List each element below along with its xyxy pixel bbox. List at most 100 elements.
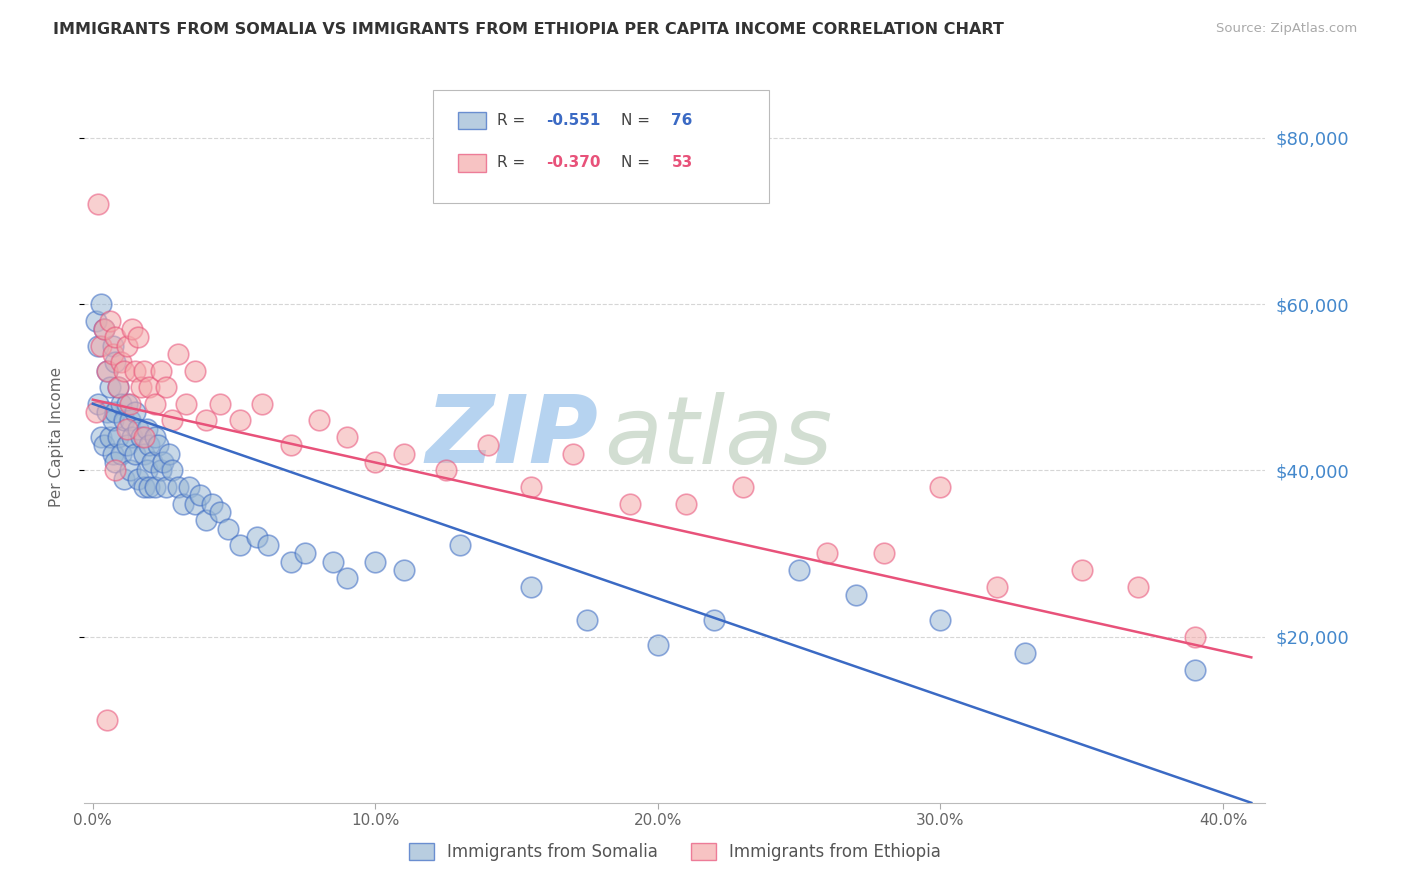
Point bbox=[731, 480, 754, 494]
Point bbox=[308, 413, 330, 427]
Point bbox=[124, 363, 146, 377]
Point bbox=[101, 338, 124, 352]
Point bbox=[104, 355, 127, 369]
Point bbox=[280, 438, 302, 452]
Point bbox=[118, 413, 141, 427]
Point bbox=[107, 430, 129, 444]
Text: IMMIGRANTS FROM SOMALIA VS IMMIGRANTS FROM ETHIOPIA PER CAPITA INCOME CORRELATIO: IMMIGRANTS FROM SOMALIA VS IMMIGRANTS FR… bbox=[53, 22, 1004, 37]
Text: N =: N = bbox=[620, 113, 654, 128]
Point bbox=[1128, 580, 1150, 594]
Point bbox=[449, 538, 471, 552]
Point bbox=[1070, 563, 1092, 577]
Point bbox=[90, 338, 112, 352]
Point bbox=[118, 463, 141, 477]
Point bbox=[152, 455, 174, 469]
Point bbox=[112, 413, 135, 427]
Point bbox=[845, 588, 868, 602]
Point bbox=[143, 430, 166, 444]
Point bbox=[96, 713, 118, 727]
Point bbox=[112, 363, 135, 377]
Text: -0.370: -0.370 bbox=[546, 155, 600, 170]
Point bbox=[84, 405, 107, 419]
Point bbox=[364, 455, 387, 469]
Point bbox=[172, 497, 194, 511]
Point bbox=[90, 430, 112, 444]
Point bbox=[135, 463, 157, 477]
Point bbox=[929, 613, 952, 627]
Point bbox=[104, 463, 127, 477]
Point bbox=[200, 497, 222, 511]
Point bbox=[127, 472, 149, 486]
Point bbox=[124, 447, 146, 461]
Point bbox=[177, 480, 200, 494]
Point bbox=[115, 397, 138, 411]
Point bbox=[115, 438, 138, 452]
Point bbox=[246, 530, 269, 544]
FancyBboxPatch shape bbox=[457, 154, 486, 171]
Point bbox=[787, 563, 810, 577]
Point bbox=[155, 480, 177, 494]
Point bbox=[1184, 630, 1206, 644]
Point bbox=[101, 447, 124, 461]
Point bbox=[619, 497, 641, 511]
Point bbox=[124, 405, 146, 419]
Point bbox=[336, 571, 359, 585]
Point bbox=[280, 555, 302, 569]
Point bbox=[104, 455, 127, 469]
Point bbox=[98, 380, 121, 394]
Point bbox=[392, 447, 415, 461]
Point bbox=[96, 363, 118, 377]
Point bbox=[121, 430, 143, 444]
Point bbox=[294, 546, 316, 560]
Point bbox=[84, 314, 107, 328]
Point bbox=[194, 513, 217, 527]
Point bbox=[141, 455, 163, 469]
Point bbox=[257, 538, 280, 552]
Point bbox=[364, 555, 387, 569]
Point bbox=[110, 397, 132, 411]
Point bbox=[110, 355, 132, 369]
Point bbox=[149, 463, 172, 477]
Point bbox=[160, 463, 183, 477]
Point bbox=[155, 380, 177, 394]
Point bbox=[188, 488, 211, 502]
Point bbox=[107, 380, 129, 394]
FancyBboxPatch shape bbox=[433, 90, 769, 203]
Point bbox=[101, 413, 124, 427]
Point bbox=[90, 297, 112, 311]
Point bbox=[98, 430, 121, 444]
Point bbox=[146, 438, 169, 452]
Point bbox=[336, 430, 359, 444]
Text: R =: R = bbox=[496, 155, 530, 170]
Point bbox=[208, 505, 231, 519]
Point bbox=[520, 480, 543, 494]
Point bbox=[138, 480, 160, 494]
Point bbox=[121, 322, 143, 336]
Point bbox=[183, 497, 205, 511]
Point bbox=[873, 546, 896, 560]
Point bbox=[929, 480, 952, 494]
Text: atlas: atlas bbox=[605, 392, 832, 483]
Point bbox=[647, 638, 669, 652]
Point bbox=[101, 347, 124, 361]
Point bbox=[166, 480, 188, 494]
Point bbox=[208, 397, 231, 411]
Point bbox=[138, 438, 160, 452]
Point bbox=[675, 497, 697, 511]
Point bbox=[129, 380, 152, 394]
Text: Source: ZipAtlas.com: Source: ZipAtlas.com bbox=[1216, 22, 1357, 36]
Point bbox=[1184, 663, 1206, 677]
Point bbox=[104, 405, 127, 419]
Point bbox=[143, 397, 166, 411]
Text: -0.551: -0.551 bbox=[546, 113, 600, 128]
Point bbox=[817, 546, 839, 560]
Point bbox=[986, 580, 1008, 594]
Point bbox=[107, 380, 129, 394]
FancyBboxPatch shape bbox=[457, 112, 486, 129]
Point bbox=[127, 422, 149, 436]
Point bbox=[132, 430, 155, 444]
Point bbox=[132, 447, 155, 461]
Point bbox=[93, 322, 115, 336]
Point bbox=[576, 613, 599, 627]
Point bbox=[127, 330, 149, 344]
